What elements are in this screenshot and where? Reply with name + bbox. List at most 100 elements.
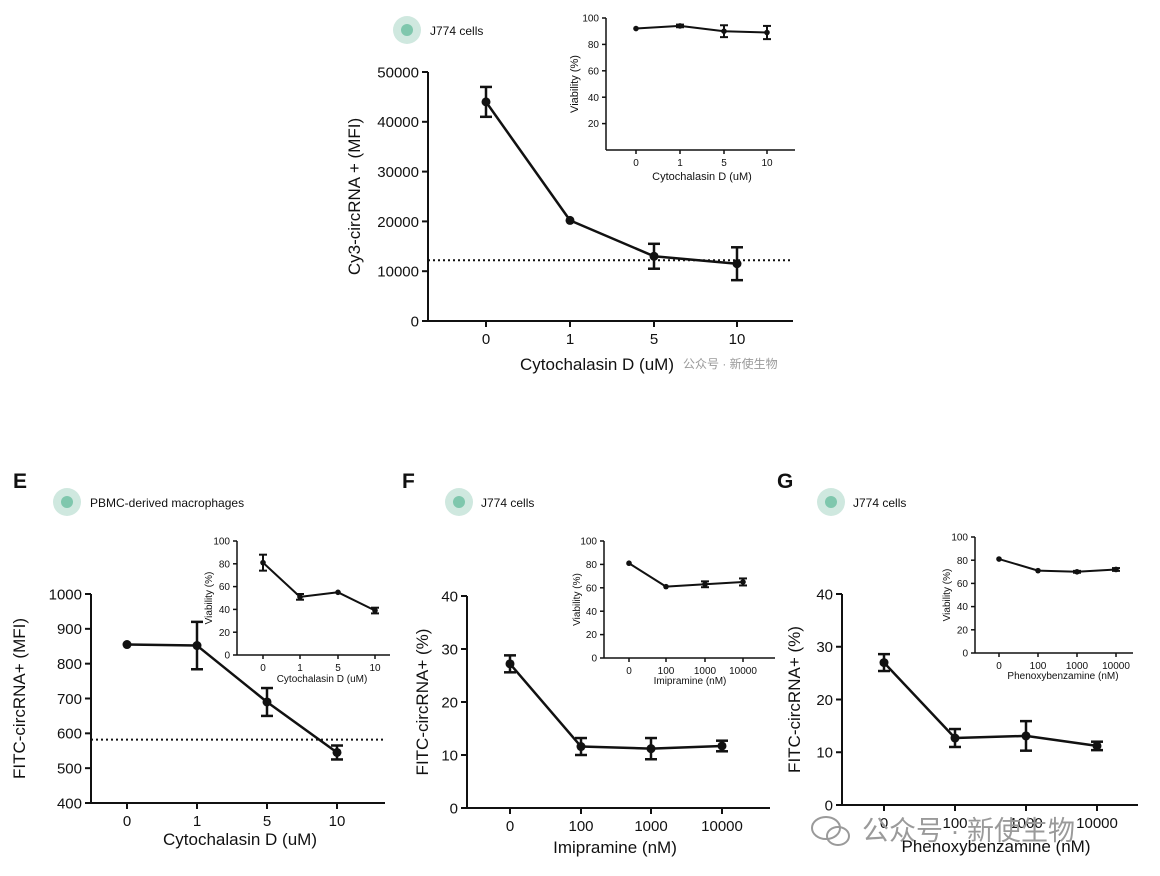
panel-letter: F [402, 470, 415, 493]
y-axis-label: FITC-circRNA+ (MFI) [10, 618, 29, 779]
y-tick-label: 10 [441, 747, 458, 764]
y-tick-label: 0 [962, 649, 968, 660]
wechat-icon [811, 816, 850, 846]
data-point [122, 640, 132, 650]
series-line [998, 558, 1117, 573]
y-tick-label: 20 [441, 694, 458, 711]
y-axis-label: FITC-circRNA+ (%) [785, 626, 804, 773]
y-tick-label: 60 [219, 582, 231, 593]
x-tick-label: 5 [650, 331, 658, 348]
x-axis-label: Phenoxybenzamine (nM) [1007, 671, 1118, 682]
data-point [372, 607, 378, 614]
y-tick-label: 100 [582, 14, 599, 25]
series-line [126, 643, 338, 754]
y-tick-label: 10 [816, 745, 833, 762]
data-point [626, 560, 632, 567]
data-point [633, 25, 639, 32]
y-tick-label: 40 [586, 607, 598, 618]
x-tick-label: 0 [880, 815, 888, 832]
x-tick-label: 5 [721, 158, 727, 169]
data-point [740, 579, 746, 585]
data-point [260, 559, 266, 566]
y-tick-label: 20 [588, 119, 600, 130]
series-line [262, 561, 376, 612]
data-point [335, 589, 341, 596]
series-line [883, 661, 1098, 748]
x-tick-label: 100 [568, 818, 593, 835]
data-point [565, 215, 575, 225]
data-point [576, 742, 586, 752]
cell-icon [393, 16, 421, 44]
chart-top-inset: 20 40 60 80 100 0 1 5 10 Cytochalasin D (uM) Viabi… [569, 14, 795, 183]
series-line [628, 562, 744, 588]
y-tick-label: 60 [586, 583, 598, 594]
data-point [481, 97, 491, 107]
data-point [646, 744, 656, 754]
y-tick-label: 20 [957, 625, 969, 636]
x-tick-label: 1000 [1009, 815, 1042, 832]
x-axis-label: Imipramine (nM) [654, 676, 727, 687]
x-tick-label: 1 [677, 158, 683, 169]
y-tick-label: 30 [816, 639, 833, 656]
data-point [1113, 566, 1119, 573]
x-tick-label: 1000 [634, 818, 667, 835]
x-tick-label: 1 [566, 331, 574, 348]
y-tick-label: 80 [219, 559, 231, 570]
x-axis-label: Phenoxybenzamine (nM) [902, 837, 1091, 856]
x-tick-label: 100 [942, 815, 967, 832]
x-tick-label: 10 [729, 331, 746, 348]
series-line [635, 24, 768, 34]
data-point [950, 733, 960, 743]
y-tick-label: 30 [441, 641, 458, 658]
y-tick-label: 40 [957, 602, 969, 613]
data-point [996, 556, 1002, 562]
watermark-small-text: 公众号 · 新使生物 [683, 356, 778, 371]
x-tick-label: 0 [626, 666, 632, 677]
y-tick-label: 100 [580, 537, 597, 548]
data-point [505, 659, 515, 669]
y-tick-label: 0 [411, 313, 419, 330]
data-point [1021, 731, 1031, 741]
y-tick-label: 20 [816, 692, 833, 709]
y-tick-label: 20000 [377, 214, 419, 231]
cell-icon [53, 488, 81, 516]
y-tick-label: 30000 [377, 164, 419, 181]
y-tick-label: 40 [816, 586, 833, 603]
panel-top-header: J774 cells [393, 16, 483, 44]
x-tick-label: 0 [260, 663, 266, 674]
x-axis-label: Cytochalasin D (uM) [520, 355, 674, 374]
y-tick-label: 900 [57, 621, 82, 638]
data-point [702, 581, 708, 588]
y-tick-label: 0 [450, 800, 458, 817]
y-axis-label: Viability (%) [572, 573, 583, 626]
y-tick-label: 40 [588, 93, 600, 104]
cell-label: PBMC-derived macrophages [90, 496, 244, 510]
y-tick-label: 700 [57, 691, 82, 708]
x-tick-label: 10000 [701, 818, 743, 835]
data-point [297, 594, 303, 600]
y-tick-label: 80 [957, 556, 969, 567]
y-tick-label: 50000 [377, 64, 419, 81]
cell-label: J774 cells [853, 496, 906, 510]
x-tick-label: 5 [263, 813, 271, 830]
data-point [732, 259, 742, 269]
x-tick-label: 10 [761, 158, 773, 169]
series-line [484, 101, 738, 265]
y-tick-label: 60 [588, 66, 600, 77]
data-point [879, 658, 889, 668]
data-point [764, 29, 770, 36]
data-point [721, 28, 727, 34]
watermark-large: 公众号 · 新使生物 [811, 816, 1075, 846]
x-tick-label: 10000 [729, 666, 757, 677]
data-point [1035, 567, 1041, 574]
y-tick-label: 60 [957, 579, 969, 590]
x-tick-label: 10 [329, 813, 346, 830]
data-point [332, 747, 342, 757]
data-point [663, 583, 669, 590]
y-axis-label: Viability (%) [942, 569, 953, 622]
